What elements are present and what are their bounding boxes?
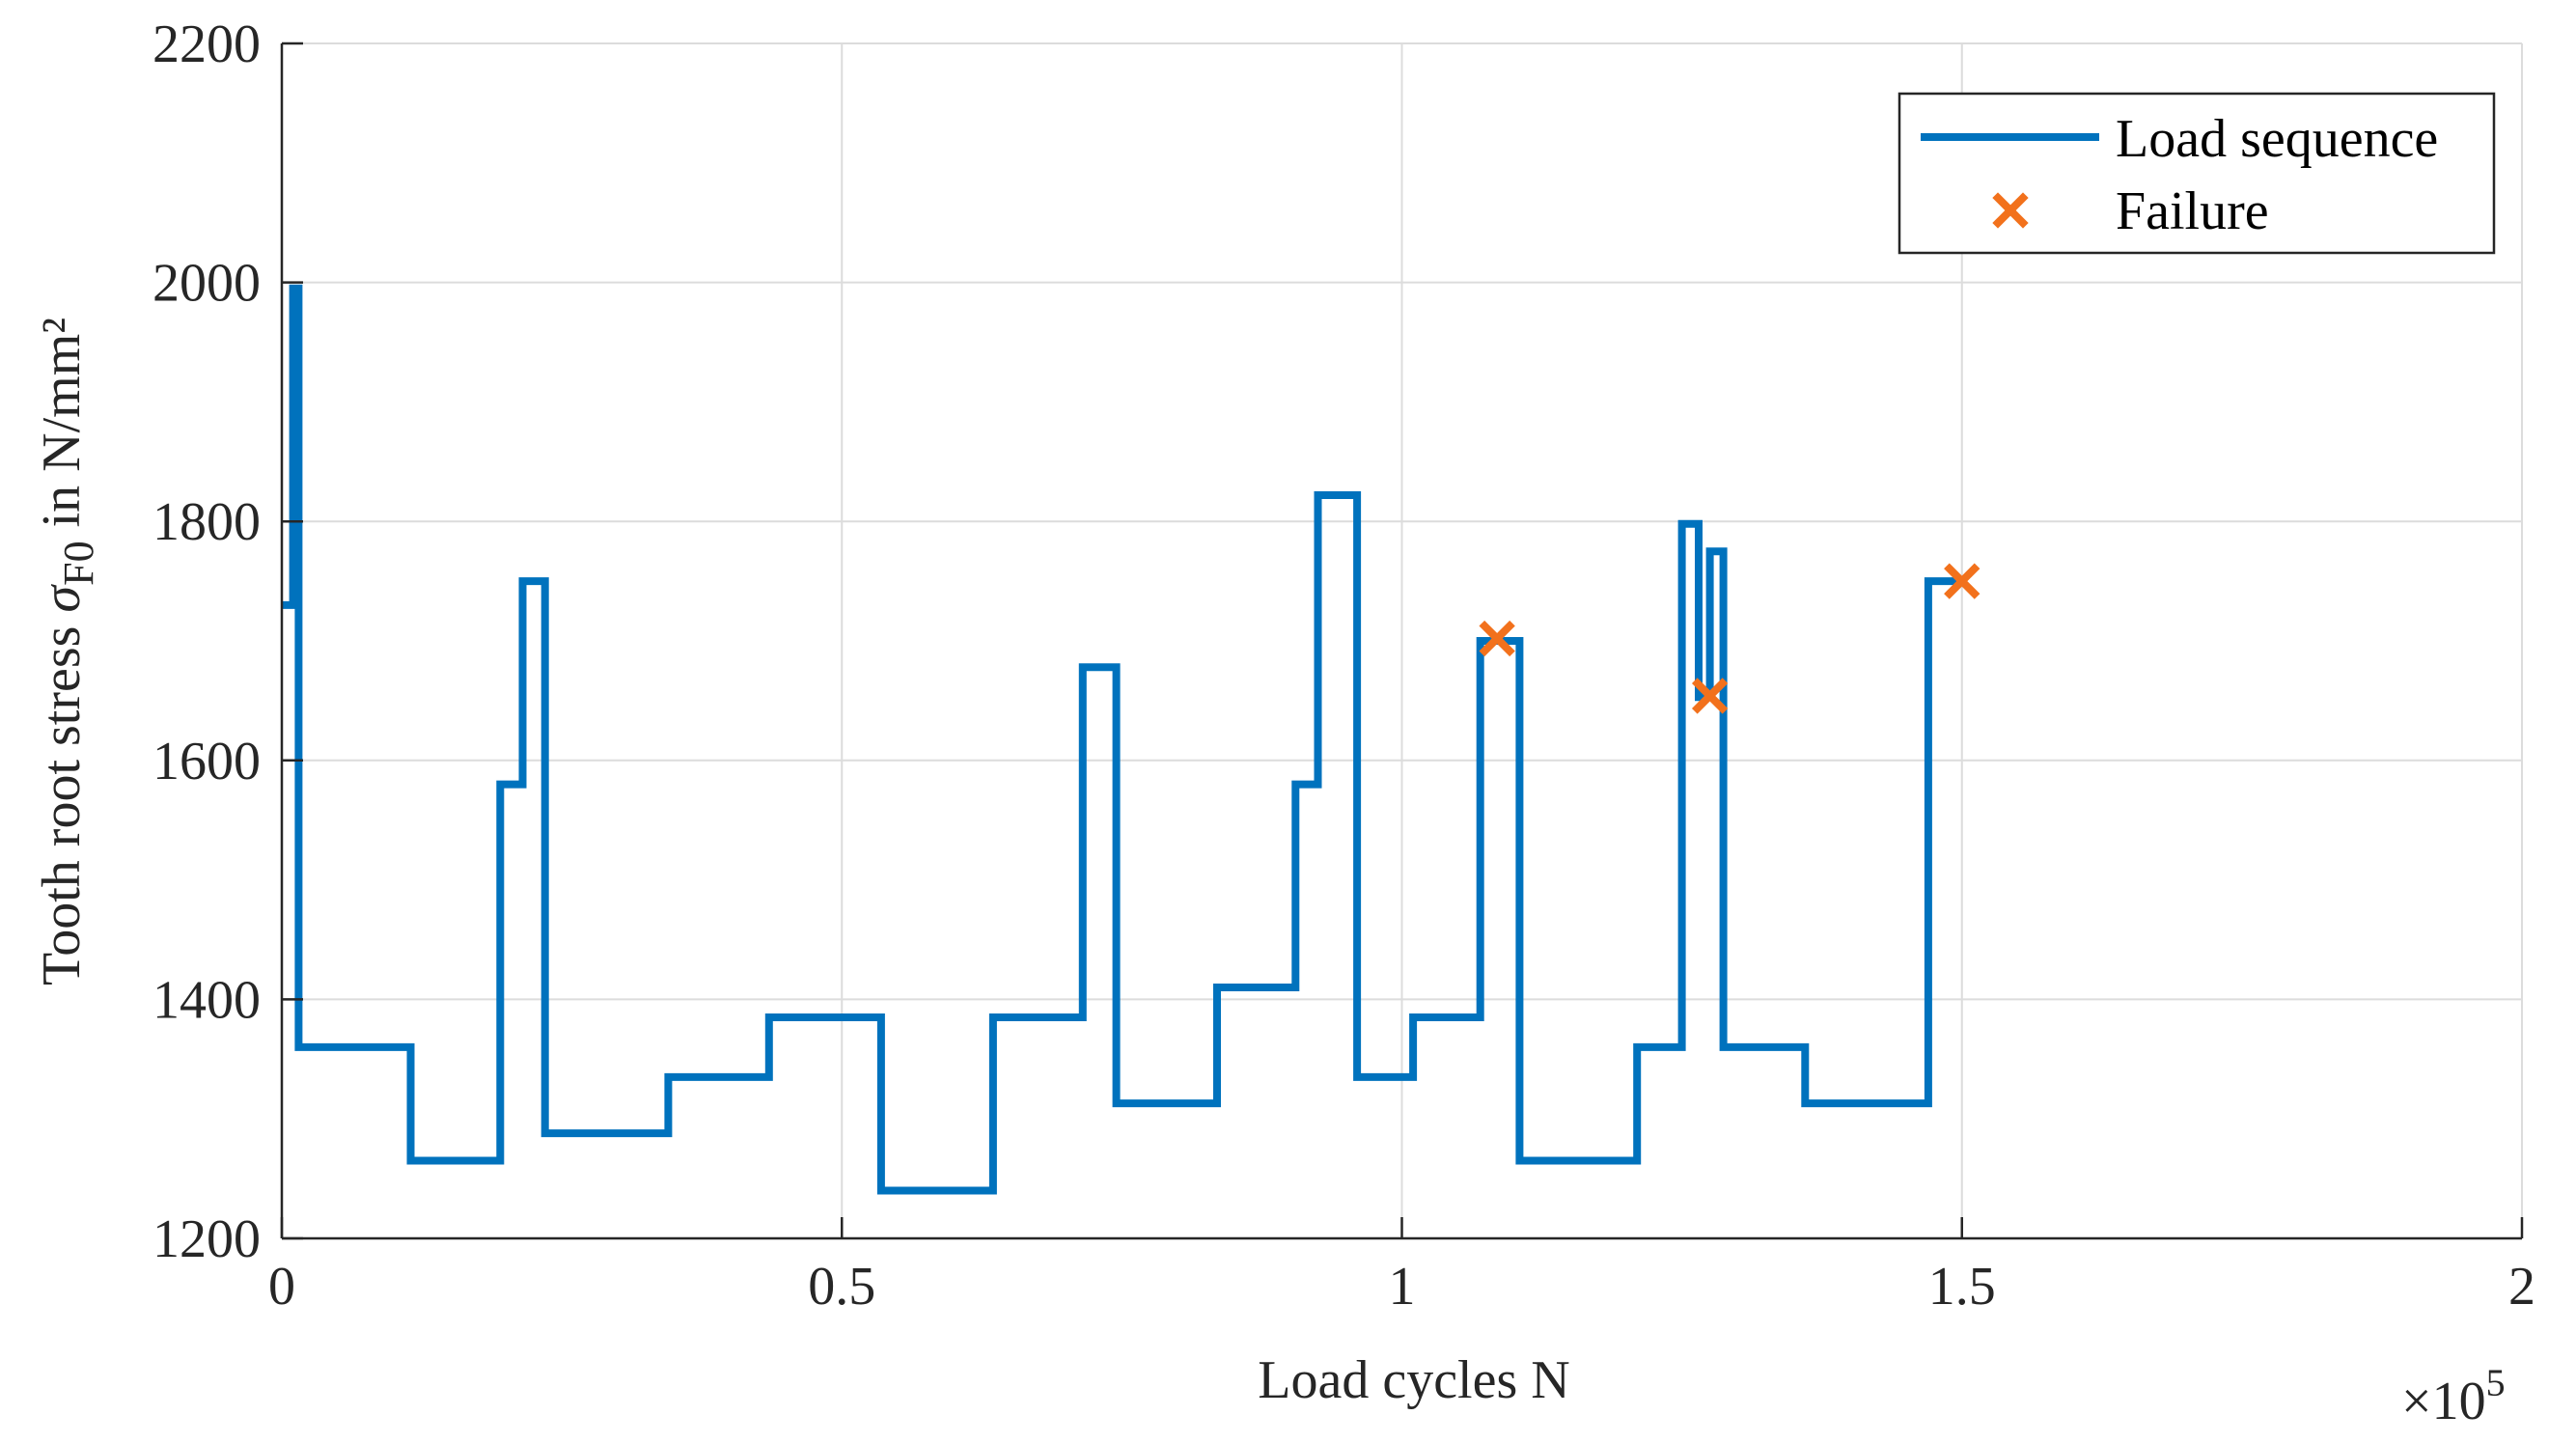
tick-labels: 0 0.5 1 1.5 2 1200 1400 1600 1800 2000 2200 [152, 14, 2535, 1317]
legend-load-label: Load sequence [2116, 109, 2438, 169]
legend-failure-label: Failure [2116, 181, 2269, 241]
x-scale-exponent: 5 [2486, 1361, 2506, 1404]
x-scale-base: ×10 [2401, 1372, 2486, 1431]
y-tick-label: 2000 [152, 254, 261, 314]
y-title-prefix: Tooth root stress [32, 613, 92, 986]
legend: Load sequence Failure [1897, 92, 2496, 255]
load-sequence-line [282, 284, 1962, 1195]
axes [280, 42, 2524, 1240]
x-tick-label: 1.5 [1928, 1257, 1996, 1317]
failure-marker [1479, 620, 1515, 657]
y-title-symbol: σ [32, 584, 92, 613]
x-tick-label: 2 [2508, 1257, 2535, 1317]
y-tick-label: 1400 [152, 970, 261, 1030]
y-title-suffix: in N/mm² [32, 318, 92, 541]
x-tick-label: 0.5 [808, 1257, 875, 1317]
legend-failure-marker [1992, 192, 2029, 229]
y-tick-label: 1800 [152, 492, 261, 552]
y-tick-label: 1200 [152, 1209, 261, 1269]
failure-marker [1944, 563, 1980, 599]
x-scale-label: ×105 [2401, 1361, 2506, 1431]
series-layer [282, 284, 1980, 1195]
y-tick-label: 2200 [152, 14, 261, 74]
x-tick-label: 1 [1389, 1257, 1416, 1317]
legend-failure-x [1992, 192, 2029, 229]
y-axis-title: Tooth root stress σF0 in N/mm² [32, 318, 102, 985]
failure-marker [1691, 678, 1729, 714]
x-tick-label: 0 [268, 1257, 295, 1317]
y-title-subscript: F0 [55, 541, 102, 585]
x-axis-title: Load cycles N [1258, 1350, 1569, 1410]
y-tick-label: 1600 [152, 732, 261, 791]
